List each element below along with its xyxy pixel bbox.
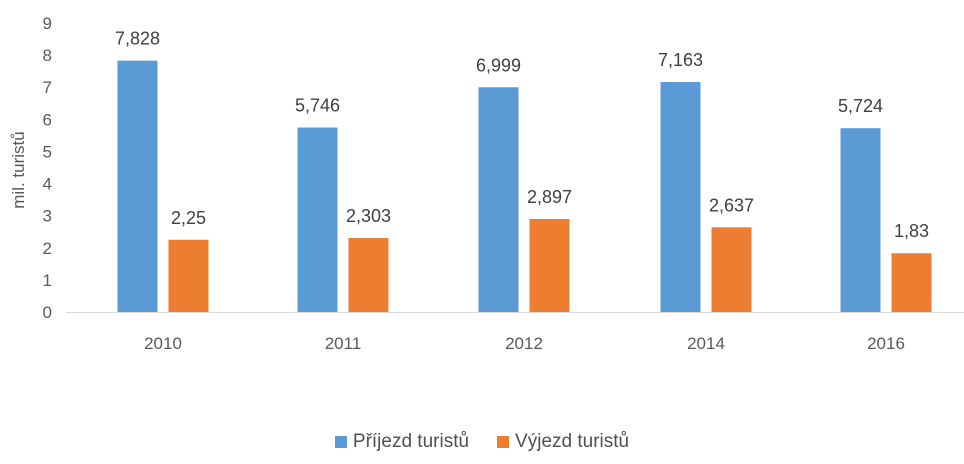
data-label-arrivals-2010: 7,828 (115, 29, 160, 49)
x-tick-label: 2012 (505, 334, 543, 353)
bar-departures-2010 (168, 239, 209, 312)
y-tick-label: 9 (43, 14, 52, 33)
legend-item-arrivals: Příjezd turistů (334, 431, 470, 453)
x-axis-ticks: 2010 2011 2012 2014 2016 (144, 334, 905, 353)
y-tick-label: 7 (43, 78, 52, 97)
data-label-departures-2010: 2,25 (171, 208, 206, 228)
data-label-departures-2011: 2,303 (346, 206, 391, 226)
y-tick-label: 8 (43, 46, 52, 65)
data-label-departures-2012: 2,897 (527, 187, 572, 207)
data-labels: 7,828 2,25 5,746 2,303 6,999 2,897 7,163 2,637 5… (115, 29, 929, 242)
legend-label-departures: Výjezd turistů (515, 431, 630, 452)
x-tick-label: 2016 (867, 334, 905, 353)
y-tick-label: 4 (43, 175, 52, 194)
bars (117, 60, 932, 313)
y-tick-label: 3 (43, 207, 52, 226)
x-tick-label: 2010 (144, 334, 182, 353)
x-tick-label: 2011 (325, 334, 362, 353)
legend-swatch-arrivals (334, 436, 347, 448)
bar-arrivals-2016 (840, 128, 881, 312)
y-axis-ticks: 0 1 2 3 4 5 6 7 8 9 (43, 14, 52, 322)
bar-departures-2012 (529, 218, 570, 312)
bar-arrivals-2014 (660, 81, 701, 312)
y-tick-label: 1 (43, 271, 52, 290)
bar-arrivals-2010 (117, 60, 158, 313)
y-tick-label: 5 (43, 142, 52, 161)
legend-label-arrivals: Příjezd turistů (352, 431, 470, 452)
data-label-departures-2014: 2,637 (709, 195, 754, 215)
bar-arrivals-2011 (297, 127, 338, 312)
data-label-arrivals-2011: 5,746 (295, 95, 340, 115)
y-tick-label: 6 (43, 110, 52, 129)
data-label-arrivals-2014: 7,163 (658, 50, 703, 70)
bar-departures-2014 (711, 227, 752, 312)
bar-departures-2011 (348, 238, 389, 312)
legend-item-departures: Výjezd turistů (497, 431, 629, 453)
y-axis-title: mil. turistů (9, 131, 28, 208)
bar-departures-2016 (891, 253, 932, 312)
data-label-arrivals-2016: 5,724 (838, 96, 883, 116)
y-tick-label: 0 (43, 303, 52, 322)
bar-arrivals-2012 (478, 87, 519, 312)
legend: Příjezd turistů Výjezd turistů (0, 430, 964, 454)
x-tick-label: 2014 (687, 334, 725, 353)
data-label-departures-2016: 1,83 (894, 221, 929, 241)
y-axis-title-group: mil. turistů (9, 131, 28, 208)
legend-swatch-departures (497, 436, 510, 448)
y-tick-label: 2 (43, 239, 52, 258)
data-label-arrivals-2012: 6,999 (476, 55, 521, 75)
